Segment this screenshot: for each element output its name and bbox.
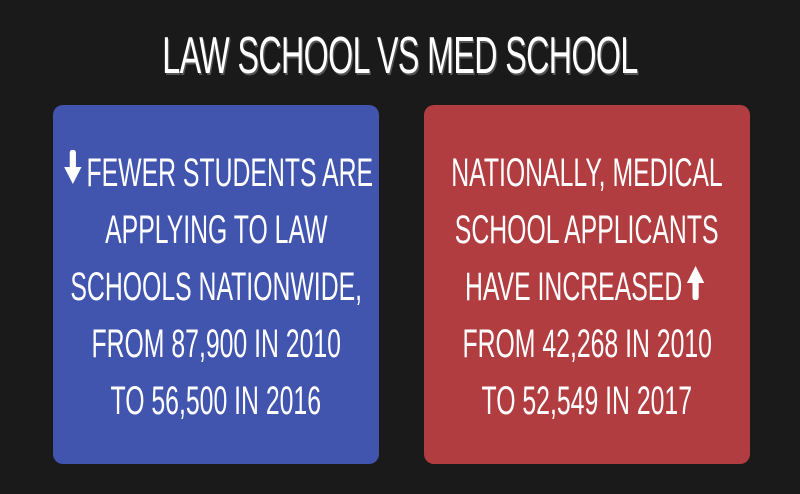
law-line-1: FEWER STUDENTS ARE (59, 145, 373, 202)
law-line-3: SCHOOLS NATIONWIDE, (70, 265, 362, 309)
law-line-1-text: FEWER STUDENTS ARE (86, 151, 373, 195)
med-line-1: NATIONALLY, MEDICAL (451, 151, 723, 195)
med-line-4: FROM 42,268 IN 2010 (462, 322, 712, 366)
law-line-2: APPLYING TO LAW (104, 208, 328, 252)
med-school-card: NATIONALLY, MEDICAL SCHOOL APPLICANTS HA… (424, 105, 750, 464)
arrow-down-icon (64, 145, 82, 202)
law-line-4: FROM 87,900 IN 2010 (91, 322, 341, 366)
med-line-5: TO 52,549 IN 2017 (481, 379, 693, 423)
med-line-3: HAVE INCREASED (465, 259, 710, 316)
med-line-2: SCHOOL APPLICANTS (455, 208, 719, 252)
law-school-card: FEWER STUDENTS ARE APPLYING TO LAW SCHOO… (53, 105, 379, 464)
med-line-3-text: HAVE INCREASED (464, 265, 683, 309)
page-title: LAW SCHOOL VS MED SCHOOL (162, 27, 638, 85)
law-line-5: TO 56,500 IN 2016 (110, 379, 322, 423)
arrow-up-icon (686, 259, 705, 316)
